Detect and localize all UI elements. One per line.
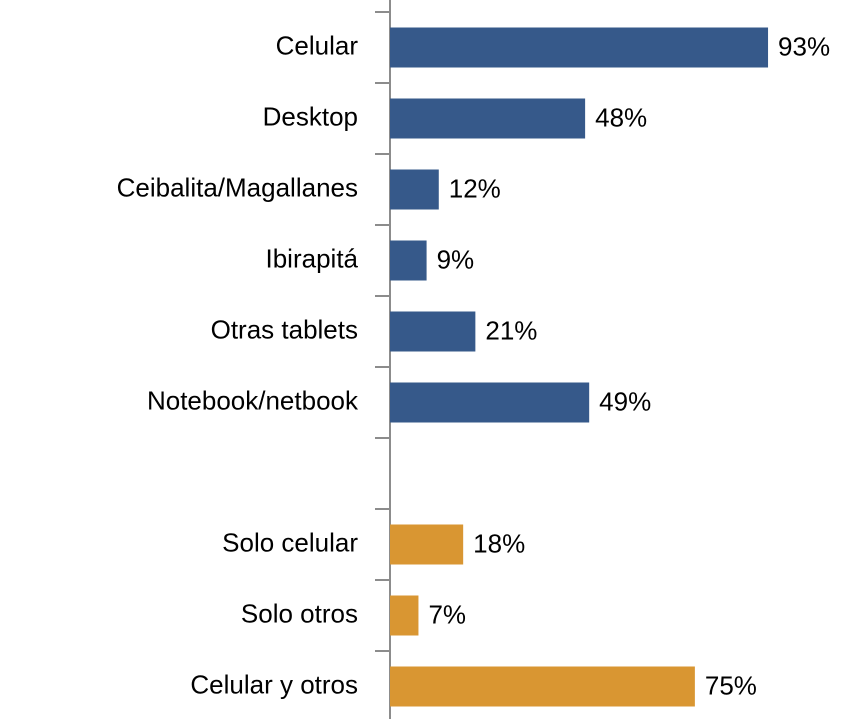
bar: [390, 98, 586, 139]
bar: [390, 666, 695, 707]
category-label: Solo celular: [222, 527, 358, 557]
value-label: 48%: [595, 102, 647, 132]
bar: [390, 27, 769, 68]
category-label: Otras tablets: [211, 314, 358, 344]
value-label: 93%: [778, 31, 830, 61]
bar: [390, 382, 590, 423]
category-label: Celular y otros: [190, 669, 358, 699]
value-label: 49%: [599, 386, 651, 416]
category-label: Solo otros: [241, 598, 358, 628]
value-label: 75%: [705, 670, 757, 700]
category-label: Ibirapitá: [266, 243, 359, 273]
category-label: Celular: [276, 30, 359, 60]
bar: [390, 169, 439, 210]
value-label: 9%: [437, 244, 475, 274]
category-label: Notebook/netbook: [147, 385, 359, 415]
value-label: 18%: [473, 528, 525, 558]
value-label: 21%: [485, 315, 537, 345]
bar: [390, 240, 427, 281]
category-label: Ceibalita/Magallanes: [117, 172, 358, 202]
value-label: 7%: [428, 599, 466, 629]
value-label: 12%: [449, 173, 501, 203]
bar: [390, 311, 476, 352]
bar: [390, 524, 464, 565]
bar: [390, 595, 419, 636]
category-label: Desktop: [263, 101, 358, 131]
